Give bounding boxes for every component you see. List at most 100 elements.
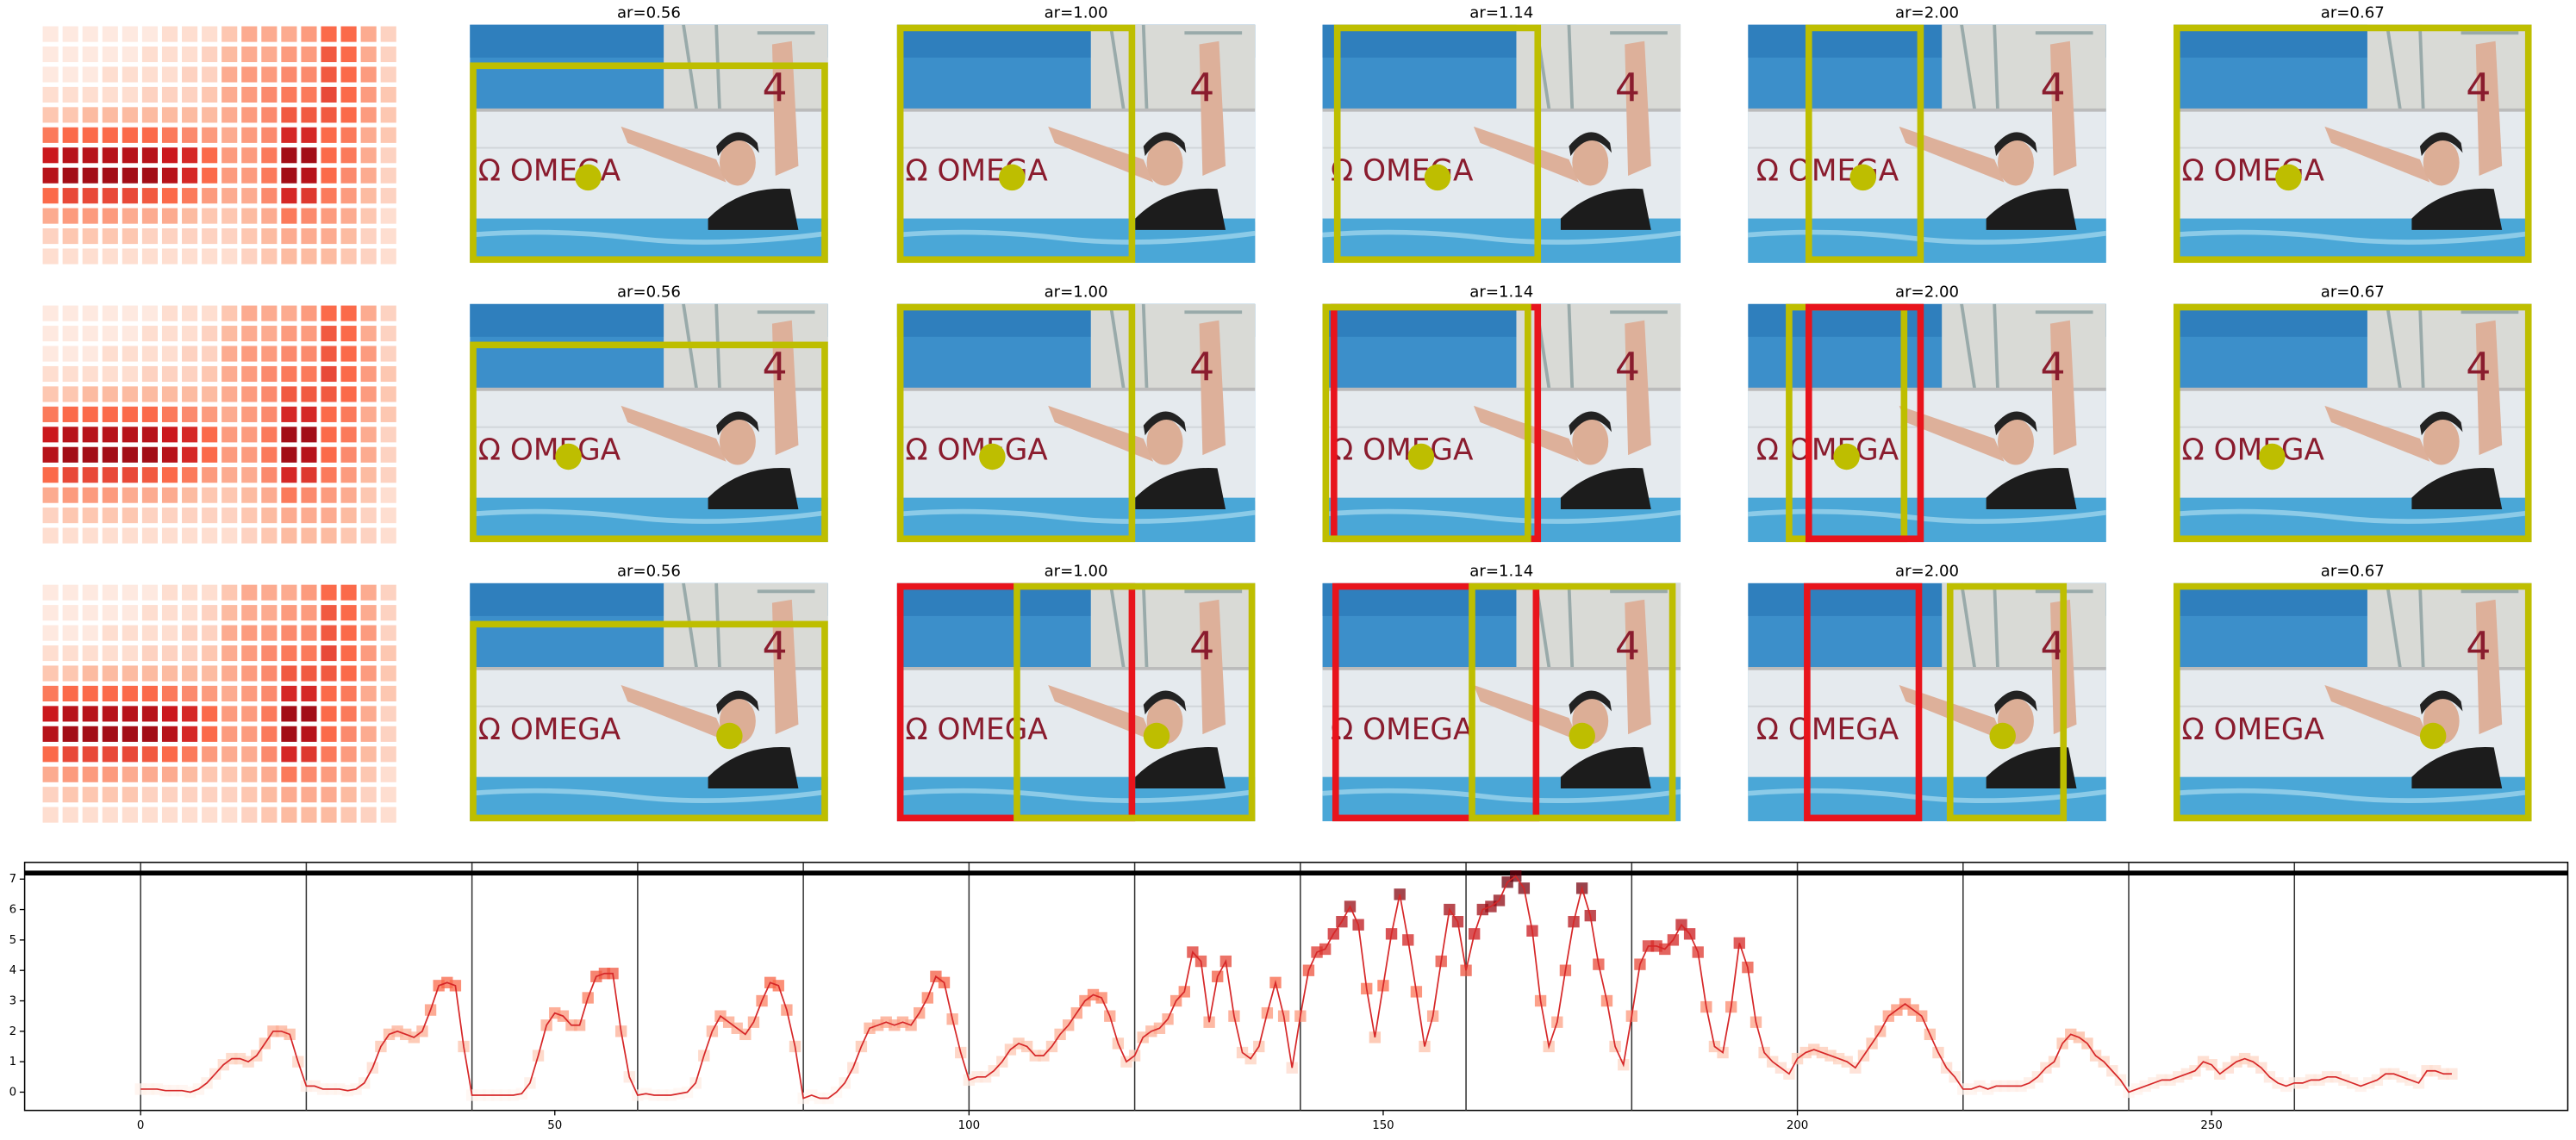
- heatmap-cell: [122, 107, 138, 123]
- heatmap-cell: [102, 147, 118, 164]
- heatmap-cell: [241, 167, 258, 184]
- photo-number: 4: [1615, 344, 1640, 389]
- heatmap-cell: [202, 746, 218, 763]
- heatmap-cell: [340, 127, 357, 143]
- heatmap-cell: [122, 766, 138, 782]
- heatmap-cell: [301, 208, 317, 224]
- heatmap-cell: [221, 208, 238, 224]
- heatmap-cell: [340, 787, 357, 803]
- photo: [1748, 583, 2106, 821]
- heatmap-cell: [301, 365, 317, 383]
- heatmap-cell: [202, 706, 218, 722]
- heatmap-cell: [321, 147, 337, 164]
- heatmap-cell: [141, 766, 158, 782]
- heatmap-cell: [380, 305, 396, 321]
- heatmap-cell: [82, 208, 98, 224]
- heatmap-cell: [380, 446, 396, 463]
- heatmap-cell: [380, 365, 396, 383]
- heatmap-cell: [202, 508, 218, 524]
- heatmap-cell: [182, 605, 198, 621]
- heatmap-cell: [380, 467, 396, 483]
- heatmap-cell: [122, 326, 138, 342]
- panel-grid: ar=0.56 Ω OMEGA 4 ar=1.00 Ω OMEGA 4 ar=1.14 Ω O…: [42, 3, 2532, 823]
- heatmap-cell: [182, 787, 198, 803]
- photo: [1323, 304, 1681, 542]
- heatmap-cell: [380, 527, 396, 544]
- heatmap-cell: [202, 406, 218, 422]
- heatmap-cell: [42, 365, 59, 383]
- photo: [897, 583, 1256, 821]
- heatmap-cell: [241, 508, 258, 524]
- heatmap-cell: [161, 365, 178, 383]
- heatmap-cell: [360, 807, 377, 823]
- heatmap-cell: [102, 665, 118, 682]
- heatmap-cell: [261, 685, 278, 701]
- heatmap-cell: [42, 665, 59, 682]
- heatmap-cell: [221, 248, 238, 265]
- heatmap-cell: [82, 46, 98, 63]
- heatmap-cell: [141, 188, 158, 204]
- photo-brand: Ω OMEGA: [478, 433, 621, 468]
- heatmap-cell: [182, 746, 198, 763]
- photo-brand: Ω OMEGA: [1331, 713, 1474, 747]
- heatmap-cell: [182, 46, 198, 63]
- heatmap-cell: [321, 66, 337, 83]
- heatmap-cell: [122, 346, 138, 362]
- heatmap-cell: [161, 685, 178, 701]
- heatmap-cell: [102, 86, 118, 103]
- heatmap-cell: [340, 346, 357, 362]
- heatmap-cell: [182, 427, 198, 443]
- heatmap-cell: [261, 248, 278, 265]
- heatmap-cell: [380, 645, 396, 662]
- heatmap-cell: [221, 766, 238, 782]
- center-dot: [1143, 722, 1170, 750]
- heatmap-cell: [141, 365, 158, 383]
- center-dot: [1989, 722, 2016, 750]
- photo: [1748, 304, 2106, 542]
- heatmap-cell: [141, 645, 158, 662]
- heatmap-cell: [340, 766, 357, 782]
- photo-number: 4: [2041, 65, 2066, 110]
- heatmap-cell: [122, 527, 138, 544]
- heatmap-cell: [122, 406, 138, 422]
- x-tick-label: 0: [137, 1119, 144, 1132]
- heatmap-cell: [82, 625, 98, 641]
- photo-brand: Ω OMEGA: [2181, 154, 2324, 189]
- heatmap-cell: [241, 726, 258, 742]
- heatmap-cell: [62, 766, 78, 782]
- heatmap-cell: [202, 147, 218, 164]
- heatmap-cell: [221, 127, 238, 143]
- heatmap-cell: [340, 605, 357, 621]
- photo-brand: Ω OMEGA: [905, 154, 1048, 189]
- heatmap-cell: [42, 188, 59, 204]
- crop-box: [2173, 24, 2532, 264]
- crop-box: [1946, 582, 2068, 822]
- crop-box: [1332, 582, 1540, 822]
- heatmap-cell: [82, 386, 98, 402]
- heatmap-cell: [102, 527, 118, 544]
- heatmap-cell: [380, 346, 396, 362]
- heatmap-cell: [321, 248, 337, 265]
- heatmap-cell: [221, 346, 238, 362]
- heatmap-cell: [161, 746, 178, 763]
- y-tick-label: 5: [9, 934, 16, 947]
- heatmap-cell: [202, 605, 218, 621]
- crop-box: [2173, 303, 2532, 543]
- heatmap-cell: [380, 685, 396, 701]
- heatmap-cell: [281, 66, 297, 83]
- heatmap-cell: [340, 46, 357, 63]
- heatmap-cell: [380, 147, 396, 164]
- heatmap-cell: [281, 127, 297, 143]
- center-dot: [1569, 722, 1595, 750]
- heatmap-cell: [301, 346, 317, 362]
- heatmap-cell: [301, 406, 317, 422]
- photo: [1323, 25, 1681, 263]
- crop-box: [470, 62, 828, 264]
- heatmap-cell: [161, 66, 178, 83]
- heatmap-cell: [122, 446, 138, 463]
- x-tick-label: 200: [1787, 1119, 1808, 1132]
- heatmap-cell: [221, 228, 238, 245]
- panel-title: ar=1.00: [1045, 3, 1108, 22]
- heatmap-cell: [161, 188, 178, 204]
- photo: [470, 304, 828, 542]
